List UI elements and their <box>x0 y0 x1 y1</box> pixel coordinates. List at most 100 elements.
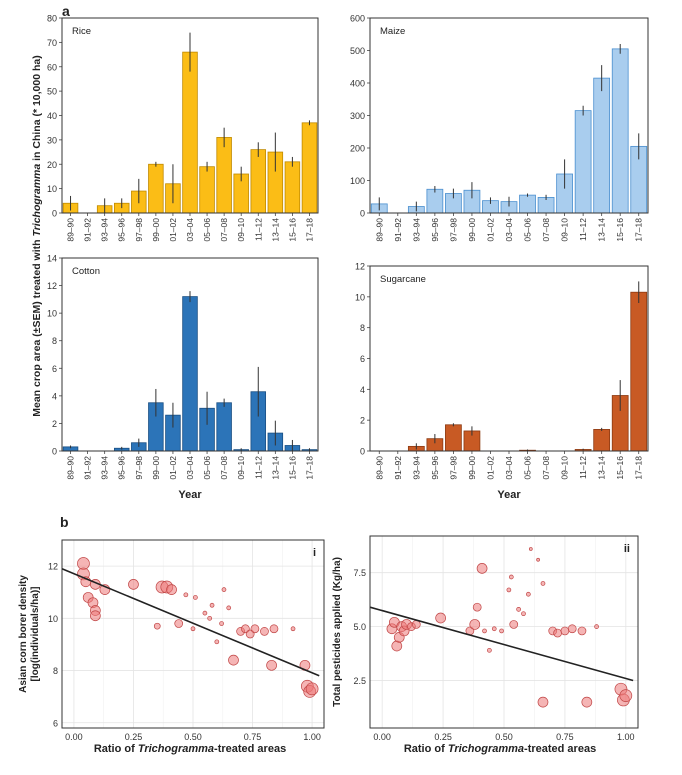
rice-ytick-label: 0 <box>52 209 57 219</box>
borer-point <box>153 622 161 630</box>
borer-point <box>166 584 177 595</box>
borer-xtick-label: 1.00 <box>303 732 321 742</box>
rice-xtick-label: 13–14 <box>270 218 280 242</box>
pesticides-point <box>499 628 504 634</box>
pesticides-point <box>526 591 531 597</box>
rice-frame <box>61 17 319 214</box>
pesticides-point <box>521 611 526 617</box>
rice-xtick-label: 03–04 <box>185 218 195 242</box>
borer-xtick-label: 0.75 <box>244 732 262 742</box>
cotton-xtick-label: 05–06 <box>202 456 212 480</box>
pesticides-ytick-label: 7.5 <box>353 568 366 578</box>
sugarcane-xtick-label: 97–98 <box>448 456 458 480</box>
pesticides-point <box>528 547 533 551</box>
rice-xtick-label: 89–90 <box>66 218 76 242</box>
rice-xtick-label: 07–08 <box>219 218 229 242</box>
sugarcane-ytick-label: 0 <box>360 447 365 457</box>
maize-bar <box>519 194 536 214</box>
ylabel-panel-a-part-1: Mean crop area (±SEM) treated with <box>31 237 43 417</box>
borer-fit-line <box>61 567 320 677</box>
cotton-ytick-label: 12 <box>47 281 57 291</box>
sugarcane-xtick-label: 15–16 <box>615 456 625 480</box>
sugarcane-xtick-label: 95–96 <box>430 456 440 480</box>
maize-ytick-label: 500 <box>350 46 365 56</box>
borer-point <box>269 624 279 634</box>
rice-xtick-label: 15–16 <box>287 218 297 242</box>
cotton-ytick-label: 6 <box>52 364 57 374</box>
pesticides-frame <box>369 535 639 729</box>
sugarcane-bar <box>593 429 611 452</box>
cotton-xtick-label: 07–08 <box>219 456 229 480</box>
cotton-ytick-label: 0 <box>52 447 57 457</box>
pesticides-scatter: 0.00 0.25 0.50 0.75 1.00 2.5 5.0 7.5 ii Total pes… <box>332 535 639 742</box>
sugarcane-title: Sugarcane <box>380 274 426 285</box>
rice-ytick-label: 40 <box>47 111 57 121</box>
pesticides-point <box>506 587 512 593</box>
maize-xtick-label: 91–92 <box>393 218 403 242</box>
cotton-chart: 0 2 4 6 8 10 12 14 89–90 91–92 93–94 95–96 97–98 99–0… <box>47 254 319 501</box>
rice-ytick-label: 50 <box>47 87 57 97</box>
borer-point <box>174 619 184 628</box>
sugarcane-chart: 0 2 4 6 8 10 12 89–90 91–92 93–94 95–96 97–98 99–00 0… <box>355 262 649 501</box>
sugarcane-xtick-label: 17–18 <box>634 456 644 480</box>
maize-bar <box>611 48 629 214</box>
cotton-xtick-label: 91–92 <box>83 456 93 480</box>
sugarcane-xtick-label: 91–92 <box>393 456 403 480</box>
borer-point <box>219 621 224 626</box>
rice-xtick-label: 11–12 <box>253 218 263 241</box>
pesticides-xtick-label: 0.50 <box>495 732 513 742</box>
maize-bar <box>426 188 444 214</box>
borer-point <box>214 639 220 645</box>
cotton-ytick-label: 10 <box>47 309 57 319</box>
maize-bar <box>574 110 592 214</box>
maize-xtick-label: 93–94 <box>411 218 421 242</box>
pesticides-xtick-label: 0.75 <box>556 732 574 742</box>
sugarcane-ytick-label: 10 <box>355 292 365 302</box>
rice-chart: 0 10 20 30 40 50 60 70 80 89–90 91–92 93–94 95–96 97–… <box>47 14 319 242</box>
borer-ytick-label: 6 <box>53 718 58 728</box>
pesticides-point <box>594 624 599 629</box>
pesticides-point <box>482 628 487 634</box>
xlabel-scatter-ii-part-2: Trichogramma <box>448 743 524 755</box>
sugarcane-xtick-label: 13–14 <box>597 456 607 480</box>
rice-bar <box>199 166 215 214</box>
pesticides-ytick-label: 2.5 <box>353 676 366 686</box>
sugarcane-xtick-label: 01–02 <box>485 456 495 480</box>
panel-b-label: b <box>60 514 69 530</box>
rice-bar <box>250 149 267 214</box>
pesticides-xtick-label: 0.25 <box>434 732 452 742</box>
cotton-frame <box>61 257 319 452</box>
sugarcane-xtick-label: 89–90 <box>374 456 384 480</box>
borer-ytick-label: 8 <box>53 666 58 676</box>
cotton-xtick-label: 03–04 <box>185 456 195 480</box>
maize-ytick-label: 300 <box>350 111 365 121</box>
cotton-ytick-label: 4 <box>52 391 57 401</box>
sugarcane-xtick-label: 11–12 <box>578 456 588 479</box>
cotton-ytick-label: 14 <box>47 254 57 264</box>
pesticides-point <box>537 696 549 708</box>
rice-ytick-label: 80 <box>47 14 57 24</box>
maize-xtick-label: 89–90 <box>374 218 384 242</box>
maize-xtick-label: 17–18 <box>634 218 644 242</box>
cotton-xtick-label: 13–14 <box>270 456 280 480</box>
rice-xtick-label: 99–00 <box>151 218 161 242</box>
ylabel-panel-a: Mean crop area (±SEM) treated with Trich… <box>31 55 43 417</box>
borer-scatter: 0.00 0.25 0.50 0.75 1.00 6 8 10 12 i Asian corn bo… <box>18 539 325 742</box>
maize-xtick-label: 03–04 <box>504 218 514 242</box>
borer-point <box>89 610 101 622</box>
cotton-xtick-label: 93–94 <box>100 456 110 480</box>
sugarcane-xtick-label: 93–94 <box>411 456 421 480</box>
pesticides-ytick-label: 5.0 <box>353 622 366 632</box>
cotton-xlabel: Year <box>178 489 202 501</box>
rice-bar <box>301 122 318 214</box>
xlabel-scatter-ii-part-3: -treated areas <box>524 743 596 755</box>
maize-xtick-label: 15–16 <box>615 218 625 242</box>
borer-point <box>250 624 260 634</box>
maize-xtick-label: 07–08 <box>541 218 551 242</box>
rice-xtick-label: 97–98 <box>134 218 144 242</box>
rice-ytick-label: 30 <box>47 135 57 145</box>
sugarcane-ytick-label: 6 <box>360 354 365 364</box>
maize-frame <box>369 17 649 214</box>
